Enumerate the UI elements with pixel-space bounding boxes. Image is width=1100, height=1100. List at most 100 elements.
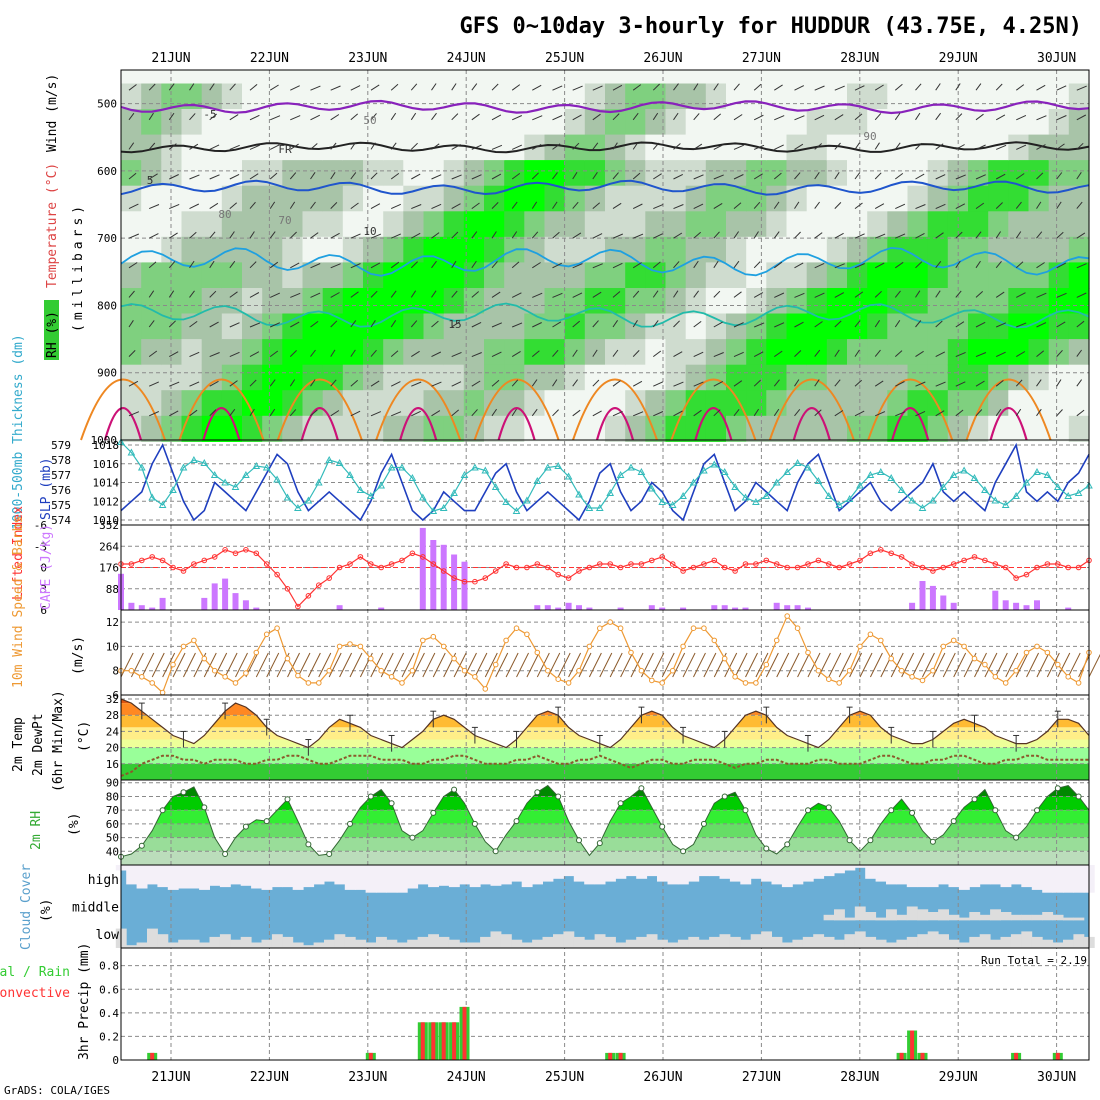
wind-barb [753,114,764,121]
wind10m-barb [609,652,623,678]
cape-bar [565,602,572,610]
wind-barb [209,380,219,387]
temperature-contour [276,378,363,441]
wind10m-point [1065,674,1071,680]
cape-bar [1013,602,1020,610]
rh-cell [403,364,425,391]
thickness-point [450,488,458,496]
precip-convective-bar [368,1052,373,1060]
rh-cell [403,160,425,187]
rh-cell [342,109,364,136]
cloud-high-bar [344,865,356,890]
wind-barb [128,172,137,180]
li-point [399,557,405,564]
wind-barb [169,351,179,358]
cloud-high-bar [376,865,387,893]
thickness-point [970,473,979,481]
wind-barb [693,113,700,121]
cape-bar [253,607,260,610]
li-point [368,561,374,567]
rh-cell [1048,313,1070,340]
rh-cell [342,415,364,442]
rh-cell [968,160,989,187]
wind10m-barb [172,652,186,678]
thickness-point [752,497,760,505]
rh-cell [766,160,788,187]
wind-barb [269,84,279,91]
precip-tick-label: 0.2 [99,1030,119,1043]
wind-barb [410,142,418,150]
cape-bar [430,540,437,610]
contour-label: 70 [278,214,291,227]
wind-barb [995,114,1006,121]
wind-barb [471,144,482,150]
cloud-high-bar [584,865,596,885]
temp-band [121,747,1089,764]
rh-cell [322,313,344,340]
rh-cell [504,211,525,238]
cloud-middle-bar [854,906,866,921]
rh-cell [847,185,868,212]
wind-barb [350,291,359,298]
thickness-point [731,482,739,490]
rh-cell [282,313,304,340]
rh-cell [867,288,888,315]
wind10m-point [316,680,322,686]
rh-cell [141,313,162,340]
wind-barb [915,381,926,387]
cloud-high-bar [521,865,533,888]
wind-barb [552,201,558,209]
rh-cell [141,262,162,289]
temp-band [121,763,1089,780]
wind-barb [653,203,664,210]
rh-cell [383,364,404,391]
wind-barb [1076,263,1087,269]
rh-cell [322,160,344,187]
slp-tick-label: 1014 [93,477,120,490]
wind-barb [632,320,638,328]
rh-cell [685,109,707,136]
thickness-point [502,497,510,505]
wind-barb [874,203,885,210]
cloud-high-bar [563,865,575,877]
wind-barb [310,232,319,239]
cloud-high-bar [927,865,939,888]
thickness-point [595,503,604,511]
wind10m-point [597,625,603,632]
rh-cell [907,236,929,263]
li-point [721,564,728,571]
wind10m-barb [526,652,540,678]
wind-barb [915,142,922,150]
thickness-point [491,482,500,490]
cloud-low-bar [865,936,877,948]
cloud-units-label: (%) [39,899,54,922]
wind-barb [1016,292,1026,298]
li-point [503,561,509,567]
rh2m-point [909,809,916,816]
wind10m-point [742,680,749,686]
wind10m-point [326,667,333,674]
rh-cell [221,288,243,315]
cloud-low-bar [709,936,720,948]
wind10m-point [430,633,437,640]
cape-bar [648,605,655,610]
cloud-high-bar [386,865,398,893]
wind-barb [753,83,762,91]
rh-cell [645,364,667,391]
wind-barb [1056,201,1062,209]
rh-cell [564,288,586,315]
li-point [545,564,551,571]
precip-convective-bar [1014,1052,1019,1060]
cloud-low-bar [740,939,752,948]
wind-barb [1076,409,1085,417]
wind-barb [955,321,965,328]
rh2m-point [950,818,957,825]
rh-cell [786,390,808,417]
cloud-low-bar [823,936,835,948]
thickness-point [960,466,968,474]
cloud-high-bar [271,865,283,888]
cloud-high-bar [324,865,335,882]
wind-barb [713,380,724,387]
thickness-line [120,441,1090,512]
wind10m-barb [765,652,779,678]
